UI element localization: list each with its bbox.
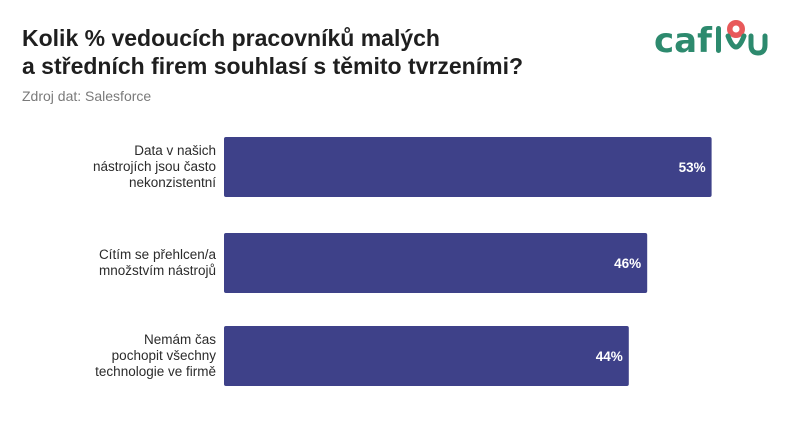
chart-title-line-1: Kolik % vedoucích pracovníků malých <box>22 25 440 51</box>
category-label-line: nástrojích jsou často <box>93 159 216 174</box>
caflou-logo: caf <box>652 14 782 64</box>
caflou-logo-graphic: caf <box>654 20 768 61</box>
category-label-2: Cítím se přehlcen/a množstvím nástrojů <box>99 247 217 278</box>
bar-value-label-3: 44% <box>596 349 623 364</box>
category-label-line: Data v našich <box>134 143 216 158</box>
chart-title-line-2: a středních firem souhlasí s těmito tvrz… <box>22 53 524 79</box>
category-label-line: technologie ve firmě <box>95 364 216 379</box>
category-label-line: množstvím nástrojů <box>99 263 216 278</box>
bar-value-label-1: 53% <box>679 160 706 175</box>
category-label-line: nekonzistentní <box>129 175 216 190</box>
chart-title: Kolik % vedoucích pracovníků malých a st… <box>22 24 622 80</box>
bar-1 <box>224 137 712 197</box>
logo-letter-u <box>748 33 768 56</box>
category-label-line: Cítím se přehlcen/a <box>99 247 217 262</box>
logo-text-caf: caf <box>654 21 713 61</box>
category-label-line: pochopit všechny <box>112 348 217 363</box>
category-label-3: Nemám čas pochopit všechny technologie ve … <box>95 332 216 379</box>
category-label-line: Nemám čas <box>144 332 216 347</box>
bar-3 <box>224 326 629 386</box>
location-pin-icon <box>725 20 747 50</box>
category-label-1: Data v našich nástrojích jsou často nekonz… <box>93 143 216 190</box>
logo-letter-l <box>716 26 721 53</box>
bar-value-label-2: 46% <box>614 256 641 271</box>
bar-2 <box>224 233 648 293</box>
chart-subtitle: Zdroj dat: Salesforce <box>22 88 152 104</box>
